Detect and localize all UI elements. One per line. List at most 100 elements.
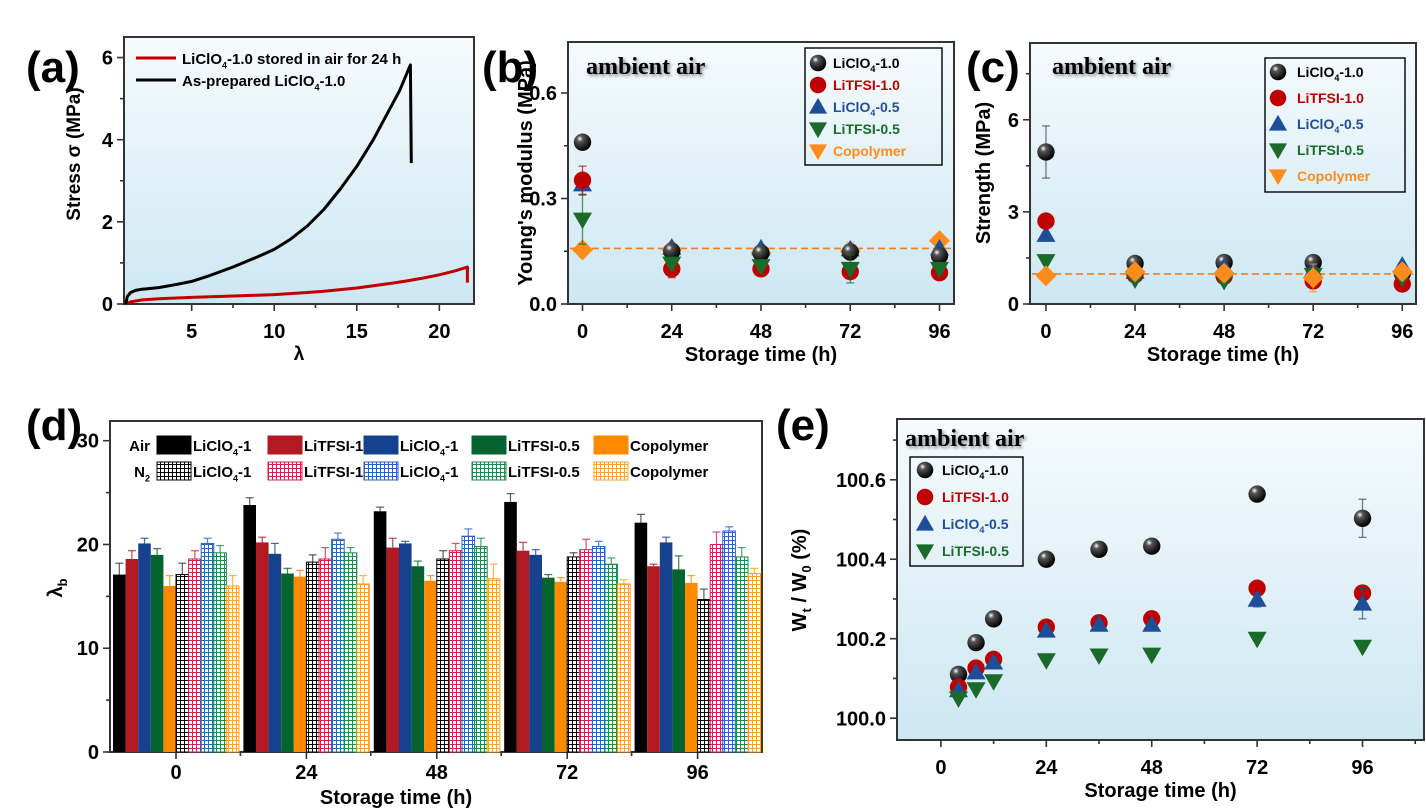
legend-marker [1269,63,1287,81]
legend-label: LiClO4​-1.0 [1297,64,1364,83]
data-point [1352,594,1373,611]
panel-label-e: (e) [776,401,830,450]
bar [411,566,425,752]
data-point [1036,225,1056,242]
data-point [1036,621,1056,638]
data-point [1247,590,1267,607]
panel-c-strength-chart: 0 3 6 0 24 48 72 96 ambient air LiClO4​-1.0 LiTFSI… [973,42,1417,366]
legend-marker [808,97,828,114]
legend-swatch [267,461,303,481]
data-point [662,256,682,274]
panel-label-c: (c) [966,43,1020,92]
data-point [1143,537,1161,555]
y-tick-label: 3 [1008,202,1019,224]
data-point [1213,262,1235,284]
data-point [572,212,593,230]
panel-e-weight-ratio-chart: 100.0 100.2 100.4 100.6 0 24 48 72 96 ambient air… [789,418,1425,802]
legend-marker [809,54,827,72]
x-tick-label: 24 [1124,321,1147,343]
legend-label: LiClO4​-1 [193,438,251,458]
bar [685,582,698,752]
x-tick-label: 24 [295,762,318,784]
x-axis-label: Storage time (h) [1147,344,1299,366]
y-tick-label: 100.4 [836,549,887,571]
series-liclo-1.0 [573,133,949,265]
bar [113,574,126,752]
y-tick-label: 0.3 [529,189,557,211]
bar [343,552,358,753]
legend-label: Copolymer [833,143,907,159]
bar [243,505,256,752]
bar [163,585,176,752]
y-tick-label: 6 [102,48,113,70]
legend-label: As-prepared LiClO4​-1.0 [182,73,345,93]
legend-label: LiClO4​-1.0 [942,462,1009,481]
bar [529,554,542,752]
panel-label-b: (b) [482,43,538,92]
legend-row-label: N2​ [134,464,150,484]
data-point [984,674,1004,691]
x-axis-label: Storage time (h) [1084,780,1236,802]
bar [504,501,517,752]
bar [225,585,240,753]
data-point [984,610,1003,628]
y-tick-label: 6 [1008,110,1019,132]
panel-b-youngs-modulus-chart: 0.0 0.3 0.6 0 24 48 72 96 ambient air LiClO4​-1.0… [515,41,955,366]
bar [647,566,660,752]
x-tick-label: 0 [935,757,946,779]
legend-marker [915,544,935,561]
legend-label: LiTFSI-0.5 [508,464,580,481]
legend-swatch [267,435,303,455]
legend: LiClO4​-1.0 LiTFSI-1.0 LiClO4​-0.5 LiTFSI-0… [804,47,943,166]
series-litfsi-0.5 [572,194,950,284]
x-tick-label: 96 [928,321,950,343]
y-tick-label: 100.6 [836,470,886,492]
data-point [1037,550,1055,568]
legend-label: LiClO4​-1 [400,464,458,484]
x-tick-label: 5 [186,321,197,343]
plot-frame [123,36,475,305]
legend: LiClO4​-1.0 stored in air for 24 hAs-pre… [136,51,401,93]
y-tick-label: 30 [77,431,99,453]
bar [268,553,282,752]
data-point [573,133,592,151]
legend-label: LiClO4​-0.5 [833,99,900,118]
bar [386,547,399,752]
x-tick-label: 20 [428,321,450,343]
panel-a-stress-strain-chart: 0 2 4 6 5 10 15 20 LiClO4​-1.0 stored in air for… [64,36,475,365]
x-tick-label: 48 [750,321,772,343]
y-tick-label: 100.2 [836,629,886,651]
x-tick-label: 48 [426,762,448,784]
y-axis-label: Young's modulus (MPa) [515,60,537,286]
panel-d-elongation-bar-chart: 0 10 20 30 0 24 48 72 96 Air LiClO4​-1 LiTFSI-1 LiCl… [45,420,763,809]
bar [604,563,619,753]
legend-marker [808,122,828,139]
legend-label: LiTFSI-1.0 [942,489,1009,505]
y-tick-label: 2 [102,212,113,234]
bar [722,530,736,753]
bar [293,576,307,752]
x-tick-label: 96 [1351,757,1373,779]
x-tick-label: 72 [1302,321,1324,343]
data-point [929,261,950,279]
legend-label: Copolymer [1297,168,1371,184]
data-point [984,652,1004,670]
bar [281,573,294,752]
legend-swatch [593,435,629,455]
legend-marker [916,488,934,506]
x-tick-label: 24 [1035,757,1058,779]
legend-swatch [156,461,192,481]
data-point [663,242,681,260]
bar [486,578,501,753]
x-axis-label: Storage time (h) [320,787,472,809]
series-litfsi-0.5 [948,631,1373,708]
bar [709,543,724,753]
data-point [1035,265,1057,287]
y-tick-label: 0 [102,294,113,316]
legend-swatch [593,461,629,481]
bar [617,583,631,753]
legend-label: LiClO4​-1 [193,464,251,484]
bar [125,559,139,752]
data-point [573,171,592,189]
